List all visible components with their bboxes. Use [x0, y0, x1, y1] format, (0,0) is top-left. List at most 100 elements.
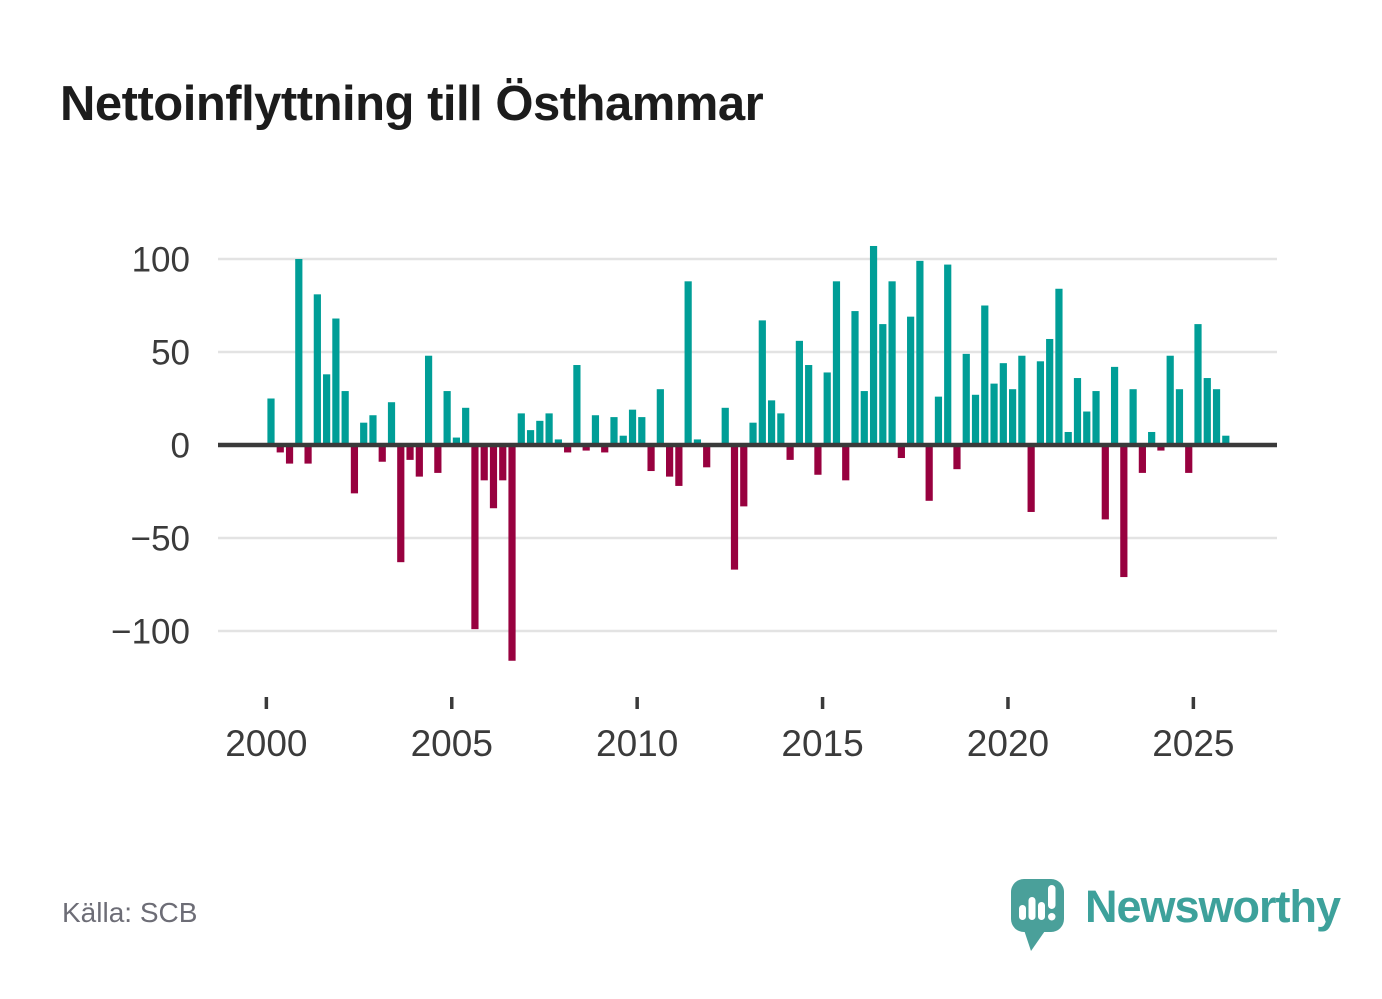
bar-2002Q2 [350, 445, 359, 494]
chart-svg: 100 50 0 −50 −100 2000 2005 2010 2015 2020 2025 [111, 241, 1277, 764]
bar-2001Q3 [323, 374, 331, 445]
bar-2009Q4 [628, 409, 637, 445]
bar-2019Q1 [971, 394, 980, 445]
bar-2025Q3 [1212, 389, 1221, 445]
bar-2004Q3 [434, 445, 442, 473]
bar-2002Q4 [369, 415, 377, 445]
bar-2025Q1 [1194, 324, 1202, 445]
bar-2001Q1 [304, 445, 312, 464]
bar-2014Q3 [805, 365, 813, 445]
bar-2024Q1 [1157, 445, 1165, 451]
bar-2015Q2 [832, 281, 841, 445]
logo-bar-3 [1038, 902, 1045, 920]
bar-2005Q2 [462, 407, 470, 445]
bar-2020Q4 [1036, 361, 1045, 445]
bar-2015Q3 [842, 445, 850, 481]
bar-2013Q3 [767, 400, 776, 445]
source-note: Källa: SCB [62, 897, 198, 928]
x-tick-label-2020: 2020 [967, 723, 1049, 764]
bar-2004Q1 [415, 445, 423, 477]
bar-2025Q2 [1203, 378, 1211, 445]
bar-2010Q1 [638, 417, 646, 445]
x-tick-label-2010: 2010 [596, 723, 678, 764]
logo-bar-1 [1019, 905, 1026, 920]
bar-2012Q4 [740, 445, 748, 507]
bar-2014Q1 [786, 445, 794, 460]
bar-2006Q3 [508, 445, 516, 661]
logo-bubble-tail [1023, 927, 1047, 951]
bar-2007Q1 [526, 430, 535, 445]
bar-2016Q1 [860, 391, 868, 445]
bar-2006Q2 [499, 445, 507, 481]
bar-2018Q3 [953, 445, 961, 470]
bar-2017Q1 [897, 445, 905, 459]
bar-2019Q3 [990, 383, 998, 445]
bar-2010Q3 [656, 389, 664, 445]
bar-2008Q1 [564, 445, 572, 453]
bar-2022Q1 [1083, 411, 1091, 445]
bar-2023Q2 [1129, 389, 1137, 445]
bar-2003Q2 [387, 402, 396, 445]
bar-2020Q2 [1018, 355, 1026, 445]
bar-2023Q1 [1120, 445, 1128, 578]
bar-2015Q1 [823, 372, 831, 445]
bar-2023Q3 [1138, 445, 1146, 473]
bar-2012Q3 [730, 445, 739, 570]
bar-2022Q2 [1092, 391, 1100, 445]
bar-2009Q2 [610, 417, 618, 445]
logo-bubble-icon [1011, 879, 1064, 951]
bar-2009Q3 [619, 435, 627, 445]
bar-2002Q1 [341, 391, 349, 445]
bar-2024Q2 [1166, 355, 1174, 445]
bar-2019Q4 [999, 363, 1007, 445]
bar-2021Q1 [1046, 338, 1054, 445]
bar-2000Q2 [276, 445, 284, 453]
logo-text: Newsworthy [1085, 881, 1341, 932]
bar-2010Q2 [647, 445, 655, 472]
bar-2024Q3 [1175, 389, 1184, 445]
bar-2011Q3 [693, 439, 702, 445]
bar-2022Q3 [1101, 445, 1109, 520]
x-tick-label-2000: 2000 [225, 723, 307, 764]
bar-2001Q4 [332, 318, 340, 445]
logo-exclamation-bar [1048, 885, 1056, 909]
y-axis-label-−100: −100 [111, 613, 190, 652]
bar-2014Q4 [814, 445, 822, 475]
bar-2003Q4 [406, 445, 414, 460]
bar-2023Q4 [1148, 431, 1156, 445]
bar-2020Q3 [1027, 445, 1035, 512]
logo-bubble-shape [1011, 879, 1064, 932]
bar-2011Q4 [703, 445, 711, 468]
bar-2015Q4 [851, 311, 859, 445]
logo-exclamation-dot [1048, 913, 1056, 921]
bar-2010Q4 [666, 445, 674, 477]
x-tick-label-2015: 2015 [781, 723, 863, 764]
bar-2000Q4 [295, 259, 303, 445]
bar-2000Q3 [285, 445, 294, 464]
bar-2007Q3 [545, 413, 553, 445]
bar-2006Q4 [517, 413, 525, 445]
bar-2002Q3 [360, 422, 368, 445]
bar-2008Q2 [573, 365, 581, 445]
bar-2018Q4 [962, 353, 970, 445]
bar-2013Q1 [749, 422, 757, 445]
bar-2021Q3 [1064, 431, 1072, 445]
bar-2005Q4 [480, 445, 488, 481]
bar-2018Q1 [934, 396, 943, 445]
bar-2008Q4 [591, 415, 600, 445]
bar-2018Q2 [944, 264, 952, 445]
bar-2022Q4 [1110, 366, 1119, 445]
bar-2004Q2 [424, 355, 433, 445]
bar-2012Q2 [721, 407, 729, 445]
x-tick-label-2005: 2005 [411, 723, 493, 764]
bar-2007Q2 [536, 420, 544, 445]
bar-2021Q2 [1055, 288, 1063, 445]
bar-2017Q4 [925, 445, 933, 501]
bar-2011Q1 [675, 445, 683, 486]
bar-2017Q3 [916, 260, 924, 445]
bar-2005Q1 [452, 437, 460, 445]
y-axis-label-−50: −50 [131, 520, 190, 559]
bar-2009Q1 [601, 445, 609, 453]
bar-2004Q4 [443, 391, 451, 445]
